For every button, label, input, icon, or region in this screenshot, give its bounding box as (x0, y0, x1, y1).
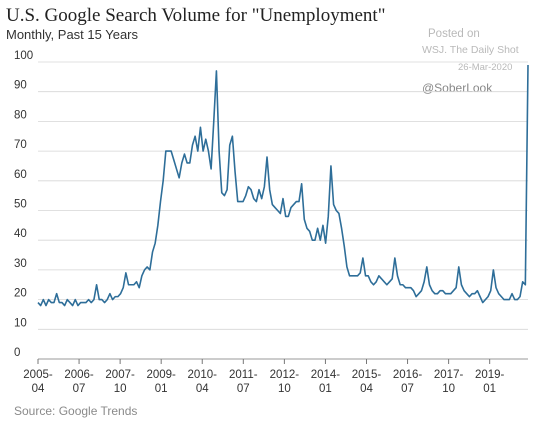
x-tick-label-year: 2010- (188, 369, 218, 381)
x-tick-label-month: 01 (483, 383, 496, 395)
x-tick-label-month: 04 (360, 383, 373, 395)
x-tick-label-year: 2016- (393, 369, 423, 381)
y-tick-label: 30 (14, 258, 27, 270)
y-tick-label: 0 (14, 347, 20, 359)
x-tick-label-month: 10 (442, 383, 455, 395)
x-tick-label-year: 2007- (105, 369, 135, 381)
y-axis-ticks: 0 10 20 30 40 50 60 70 80 90 100 (14, 50, 33, 359)
x-tick-label-month: 07 (73, 383, 86, 395)
y-tick-label: 10 (14, 317, 27, 329)
y-tick-label: 100 (14, 50, 33, 62)
watermark-outlet: WSJ. The Daily Shot (422, 44, 519, 56)
x-tick-label-year: 2005- (23, 369, 53, 381)
y-tick-label: 60 (14, 169, 27, 181)
x-tick-label-month: 07 (237, 383, 250, 395)
watermark-handle: @SoberLook (422, 81, 493, 95)
x-tick-label-year: 2012- (270, 369, 300, 381)
x-tick-label-year: 2019- (475, 369, 505, 381)
series-layer (37, 64, 529, 307)
y-tick-label: 20 (14, 288, 27, 300)
chart-subtitle: Monthly, Past 15 Years (6, 27, 139, 42)
x-tick-label-year: 2009- (146, 369, 176, 381)
watermark-posted: Posted on (428, 28, 480, 40)
x-tick-label-year: 2017- (434, 369, 464, 381)
x-tick-label-month: 10 (114, 383, 127, 395)
x-tick-label-year: 2015- (352, 369, 382, 381)
x-tick-label-year: 2014- (311, 369, 341, 381)
chart-source: Source: Google Trends (14, 404, 137, 418)
x-tick-label-month: 07 (401, 383, 414, 395)
chart-title: U.S. Google Search Volume for "Unemploym… (6, 5, 385, 26)
x-tick-label-year: 2011- (229, 369, 258, 381)
y-tick-label: 70 (14, 139, 27, 151)
gridlines (38, 61, 528, 360)
x-tick-label-month: 01 (155, 383, 168, 395)
x-tick-label-month: 01 (319, 383, 332, 395)
y-tick-label: 80 (14, 109, 27, 121)
series-line-0 (37, 64, 529, 307)
watermark-date: 26-Mar-2020 (458, 62, 512, 73)
x-tick-label-year: 2006- (64, 369, 94, 381)
y-tick-label: 90 (14, 80, 27, 92)
x-tick-label-month: 04 (32, 383, 45, 395)
y-tick-label: 50 (14, 199, 27, 211)
y-tick-label: 40 (14, 228, 27, 240)
x-axis-ticks: 2005- 04 2006- 07 2007- 10 2009- 01 2010- 04 2011-… (23, 359, 505, 395)
x-tick-label-month: 10 (278, 383, 291, 395)
x-tick-label-month: 04 (196, 383, 209, 395)
